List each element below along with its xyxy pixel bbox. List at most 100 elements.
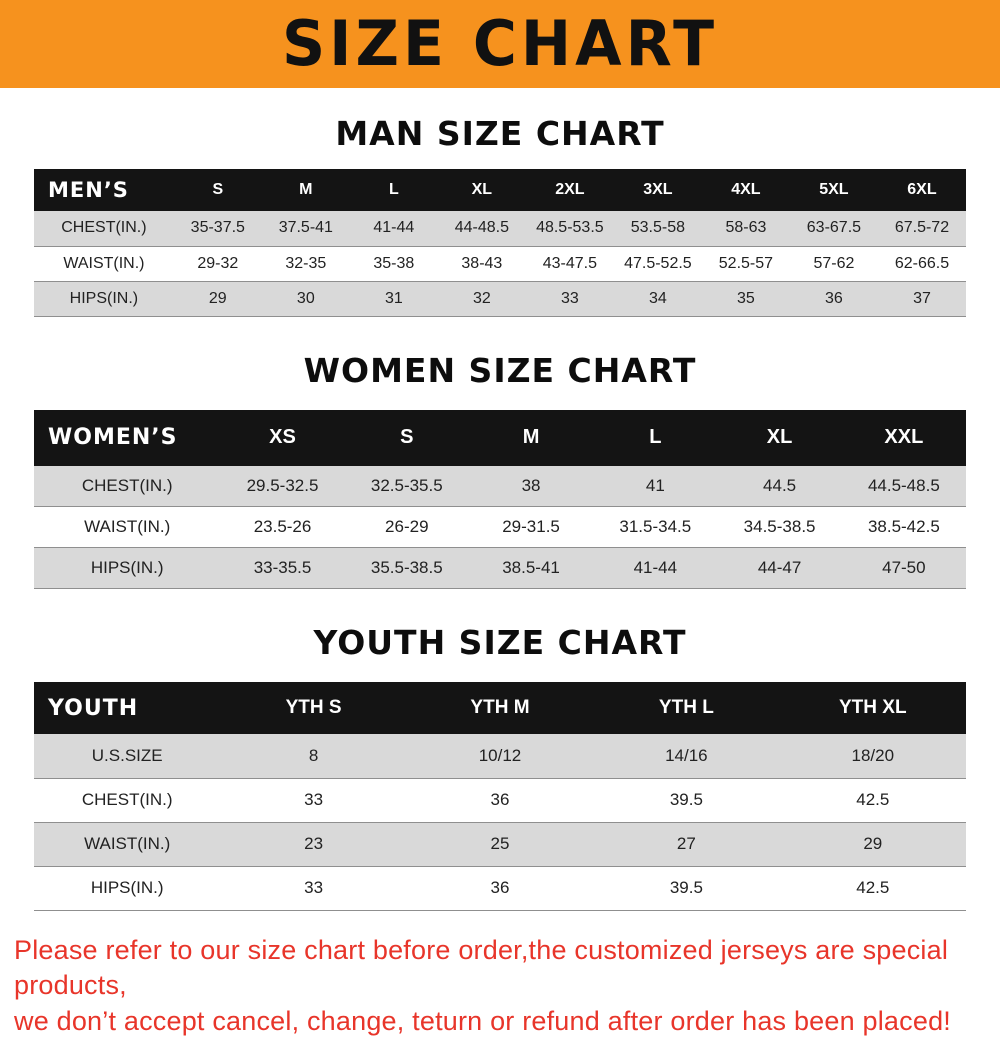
- size-value: 41-44: [593, 548, 717, 589]
- size-column-header: XL: [717, 410, 841, 466]
- table-title-cell: MEN’S: [34, 169, 174, 211]
- size-value: 34.5-38.5: [717, 507, 841, 548]
- women-size-chart-heading: WOMEN SIZE CHART: [0, 317, 1000, 410]
- size-value: 62-66.5: [878, 246, 966, 281]
- size-value: 38.5-42.5: [842, 507, 966, 548]
- row-label: HIPS(IN.): [34, 281, 174, 316]
- size-value: 10/12: [407, 734, 593, 778]
- order-disclaimer: Please refer to our size chart before or…: [14, 933, 988, 1039]
- row-label: WAIST(IN.): [34, 246, 174, 281]
- size-value: 36: [790, 281, 878, 316]
- size-value: 27: [593, 822, 779, 866]
- size-value: 8: [220, 734, 406, 778]
- size-value: 33: [220, 866, 406, 910]
- size-value: 47.5-52.5: [614, 246, 702, 281]
- size-value: 35-38: [350, 246, 438, 281]
- size-chart-banner: SIZE CHART: [0, 0, 1000, 88]
- size-value: 30: [262, 281, 350, 316]
- size-value: 33-35.5: [220, 548, 344, 589]
- size-value: 37: [878, 281, 966, 316]
- size-value: 29-32: [174, 246, 262, 281]
- disclaimer-line-2: we don’t accept cancel, change, teturn o…: [14, 1004, 988, 1039]
- size-value: 29: [780, 822, 966, 866]
- banner-title: SIZE CHART: [282, 8, 718, 81]
- table-title-cell: WOMEN’S: [34, 410, 220, 466]
- size-value: 23.5-26: [220, 507, 344, 548]
- row-label: CHEST(IN.): [34, 778, 220, 822]
- size-value: 23: [220, 822, 406, 866]
- row-label: WAIST(IN.): [34, 507, 220, 548]
- row-label: WAIST(IN.): [34, 822, 220, 866]
- size-value: 38: [469, 466, 593, 507]
- size-value: 42.5: [780, 866, 966, 910]
- size-value: 36: [407, 866, 593, 910]
- row-label: CHEST(IN.): [34, 211, 174, 246]
- row-label: HIPS(IN.): [34, 548, 220, 589]
- size-value: 41: [593, 466, 717, 507]
- size-column-header: YTH XL: [780, 682, 966, 734]
- size-value: 36: [407, 778, 593, 822]
- size-value: 18/20: [780, 734, 966, 778]
- row-label: HIPS(IN.): [34, 866, 220, 910]
- size-value: 58-63: [702, 211, 790, 246]
- size-column-header: 3XL: [614, 169, 702, 211]
- size-column-header: 6XL: [878, 169, 966, 211]
- size-column-header: YTH M: [407, 682, 593, 734]
- size-column-header: S: [345, 410, 469, 466]
- size-column-header: 2XL: [526, 169, 614, 211]
- size-value: 34: [614, 281, 702, 316]
- size-value: 63-67.5: [790, 211, 878, 246]
- size-column-header: L: [350, 169, 438, 211]
- size-column-header: S: [174, 169, 262, 211]
- size-value: 31: [350, 281, 438, 316]
- size-value: 44-48.5: [438, 211, 526, 246]
- size-column-header: L: [593, 410, 717, 466]
- table-title-cell: YOUTH: [34, 682, 220, 734]
- size-value: 48.5-53.5: [526, 211, 614, 246]
- size-value: 32.5-35.5: [345, 466, 469, 507]
- disclaimer-line-1: Please refer to our size chart before or…: [14, 933, 988, 1004]
- size-value: 32: [438, 281, 526, 316]
- size-value: 47-50: [842, 548, 966, 589]
- size-value: 33: [526, 281, 614, 316]
- row-label: U.S.SIZE: [34, 734, 220, 778]
- size-value: 32-35: [262, 246, 350, 281]
- size-column-header: M: [469, 410, 593, 466]
- size-value: 35.5-38.5: [345, 548, 469, 589]
- size-value: 29-31.5: [469, 507, 593, 548]
- youth-size-chart-heading: YOUTH SIZE CHART: [0, 589, 1000, 682]
- size-value: 35-37.5: [174, 211, 262, 246]
- size-value: 67.5-72: [878, 211, 966, 246]
- row-label: CHEST(IN.): [34, 466, 220, 507]
- size-value: 29: [174, 281, 262, 316]
- size-value: 53.5-58: [614, 211, 702, 246]
- size-value: 14/16: [593, 734, 779, 778]
- size-value: 44.5-48.5: [842, 466, 966, 507]
- size-value: 35: [702, 281, 790, 316]
- size-value: 26-29: [345, 507, 469, 548]
- size-column-header: YTH S: [220, 682, 406, 734]
- size-column-header: XS: [220, 410, 344, 466]
- size-column-header: 5XL: [790, 169, 878, 211]
- size-column-header: XL: [438, 169, 526, 211]
- size-value: 38-43: [438, 246, 526, 281]
- size-column-header: 4XL: [702, 169, 790, 211]
- size-value: 42.5: [780, 778, 966, 822]
- size-value: 52.5-57: [702, 246, 790, 281]
- size-column-header: YTH L: [593, 682, 779, 734]
- size-value: 25: [407, 822, 593, 866]
